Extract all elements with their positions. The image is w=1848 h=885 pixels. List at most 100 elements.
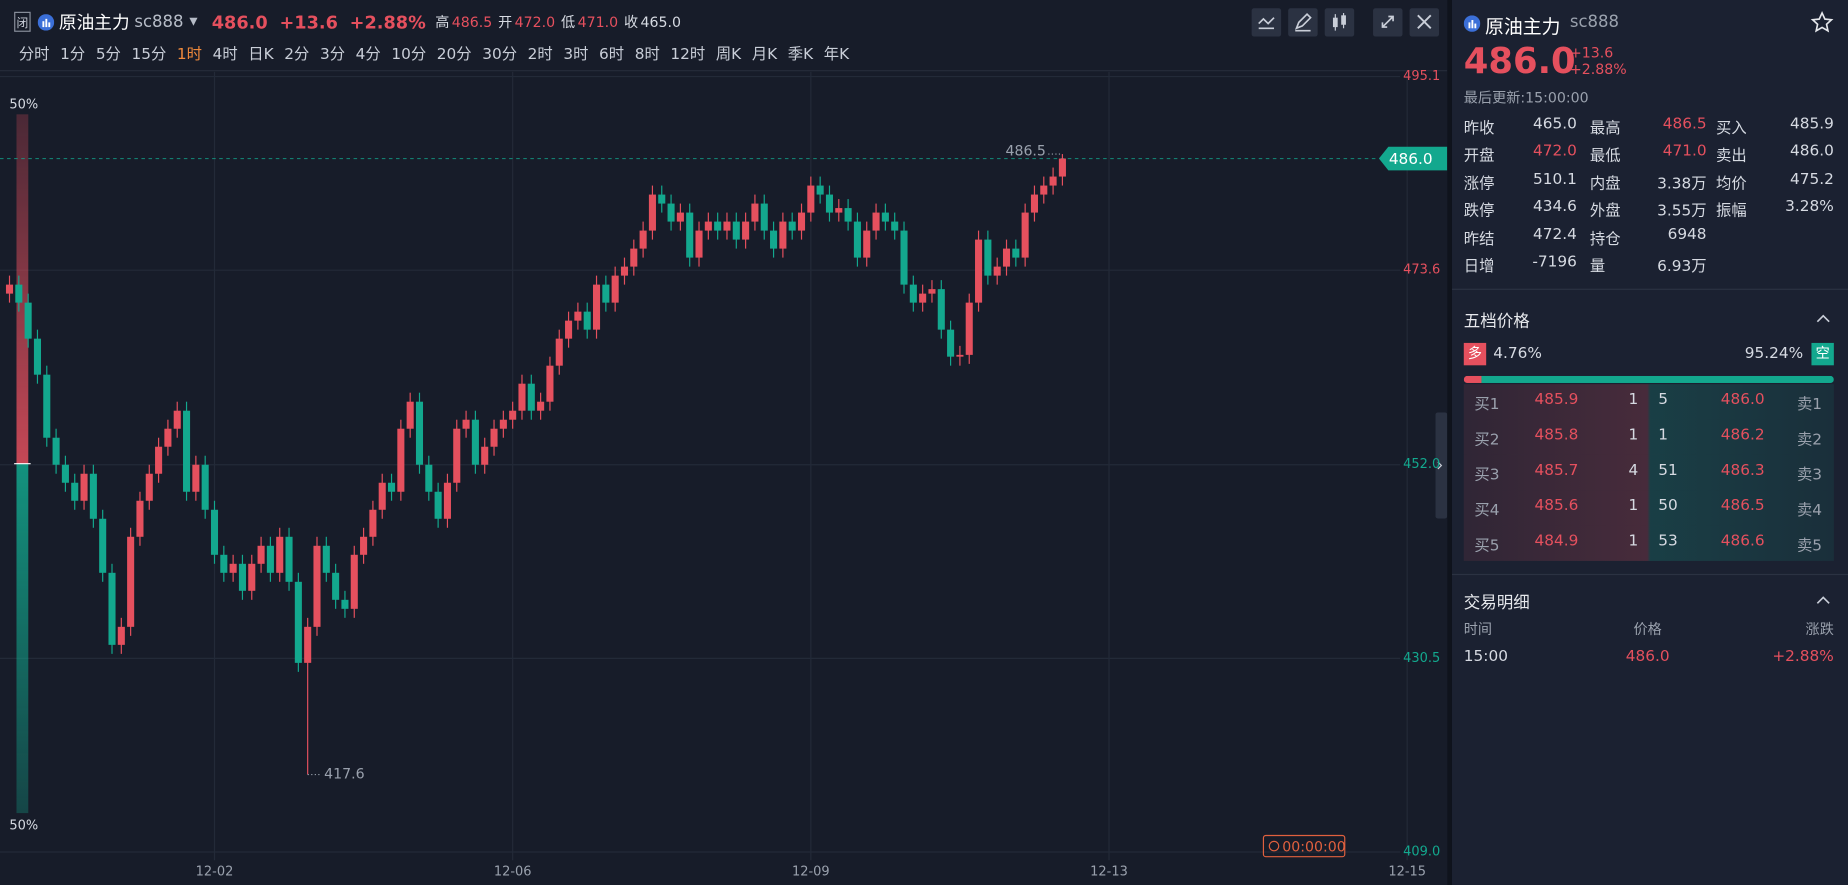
ask-price: 486.6 <box>1720 532 1765 551</box>
divider <box>1447 0 1452 885</box>
change: +13.6 <box>279 11 338 33</box>
quote-name: 原油主力 <box>1484 15 1561 38</box>
bid-volume: 1 <box>1628 497 1639 515</box>
candle-body <box>555 338 563 366</box>
period-tab[interactable]: 1分 <box>60 45 86 64</box>
period-tab[interactable]: 2时 <box>527 45 553 64</box>
candle-body <box>406 401 414 429</box>
stat-label: 最低 <box>1589 147 1621 166</box>
bid-level: 买4 <box>1474 501 1500 520</box>
period-tab[interactable]: 8时 <box>634 45 660 64</box>
period-tab[interactable]: 年K <box>823 45 850 64</box>
period-tab[interactable]: 2分 <box>284 45 310 64</box>
candle-body <box>443 482 451 519</box>
quote-code: sc888 <box>1569 12 1620 32</box>
candle-body <box>145 473 153 501</box>
collapse-icon[interactable] <box>1815 311 1832 325</box>
long-ratio: 4.76% <box>1493 345 1542 363</box>
period-tab[interactable]: 30分 <box>482 45 518 64</box>
chart: 409.0 430.5 452.0 473.6 495.1 12-02 12-06 12-09… <box>0 69 1448 880</box>
close-button[interactable] <box>1409 8 1440 37</box>
ask-volume: 5 <box>1658 391 1669 409</box>
bid-volume: 1 <box>1628 426 1639 445</box>
stat-label: 开盘 <box>1463 147 1495 166</box>
candle-body <box>192 464 200 492</box>
candle-body <box>620 266 629 276</box>
candle-body <box>71 482 79 501</box>
candle-body <box>387 482 396 492</box>
stat-value: 3.38万 <box>1657 175 1707 194</box>
period-tab[interactable]: 12时 <box>670 45 706 64</box>
candle-body <box>1012 248 1020 258</box>
period-tab[interactable]: 6时 <box>599 45 625 64</box>
period-tab[interactable]: 10分 <box>391 45 427 64</box>
dropdown-arrow[interactable]: ▼ <box>189 15 198 28</box>
period-tab[interactable]: 分时 <box>18 45 50 64</box>
favorite-star[interactable] <box>1810 10 1834 35</box>
period-tab[interactable]: 月K <box>751 45 778 64</box>
x-tick-label: 12-15 <box>1388 865 1426 880</box>
period-tab[interactable]: 20分 <box>436 45 472 64</box>
period-tab[interactable]: 日K <box>248 45 274 64</box>
countdown: 00:00:00 <box>1282 839 1345 855</box>
stat-value: 6948 <box>1667 225 1707 244</box>
draw-button[interactable] <box>1288 8 1318 37</box>
change-pct: +2.88% <box>349 11 426 33</box>
trades-header: 时间 <box>1463 621 1493 638</box>
period-tab[interactable]: 4时 <box>212 45 238 64</box>
candle-style-button[interactable] <box>1324 8 1355 37</box>
symbol-header: 闭 原油主力 sc888 ▼ 486.0 +13.6 +2.88% 高 486.5… <box>14 9 681 34</box>
period-tab[interactable]: 15分 <box>131 45 167 64</box>
ask-level: 卖5 <box>1796 537 1823 556</box>
close-label: 收 <box>623 14 639 31</box>
bid-level: 买3 <box>1474 466 1500 485</box>
stat-label: 买入 <box>1715 120 1747 138</box>
stat-value: 475.2 <box>1789 170 1834 189</box>
x-tick-label: 12-13 <box>1090 865 1128 880</box>
x-tick-label: 12-06 <box>494 865 532 880</box>
period-tab[interactable]: 5分 <box>95 45 121 64</box>
stat-label: 量 <box>1589 258 1606 276</box>
quote-price: 486.0 <box>1463 41 1576 83</box>
open-label: 开 <box>498 14 513 31</box>
candle-body <box>760 203 768 231</box>
candle-body <box>15 284 23 303</box>
candle-body <box>807 185 815 213</box>
fullscreen-button[interactable] <box>1373 8 1403 37</box>
candle-body <box>704 221 712 231</box>
trade-cell: 15:00 <box>1463 648 1508 666</box>
period-tab[interactable]: 4分 <box>355 45 381 64</box>
candle-body <box>676 212 684 222</box>
close-icon[interactable]: 闭 <box>14 11 31 32</box>
period-tab[interactable]: 3分 <box>319 45 346 64</box>
candle-body <box>965 302 973 355</box>
candle-body <box>1049 176 1057 186</box>
candle-body <box>853 221 861 258</box>
candle-body <box>238 563 246 591</box>
candle-body <box>127 536 135 627</box>
period-tab[interactable]: 周K <box>715 45 742 64</box>
candle-body <box>61 464 69 483</box>
candle-body <box>481 446 489 465</box>
long-badge: 多 <box>1463 342 1487 366</box>
stat-value: 510.1 <box>1533 170 1577 189</box>
indicator-button[interactable] <box>1251 8 1282 37</box>
ask-level: 卖3 <box>1796 466 1823 485</box>
period-tab[interactable]: 季K <box>787 45 814 64</box>
period-tab[interactable]: 1时 <box>176 45 203 64</box>
book-row-bg <box>1463 419 1834 455</box>
symbol-name: 原油主力 <box>58 11 130 33</box>
candle-body <box>304 626 312 663</box>
bid-level: 买1 <box>1474 395 1500 414</box>
period-tab[interactable]: 3时 <box>563 45 589 64</box>
candle-body <box>984 239 992 276</box>
candle-body <box>509 410 517 420</box>
candle-body <box>909 284 917 303</box>
ask-volume: 1 <box>1658 426 1669 445</box>
ask-price: 486.2 <box>1720 426 1765 445</box>
candle-body <box>863 230 871 258</box>
candle-body <box>322 545 330 573</box>
collapse-icon[interactable] <box>1815 593 1832 607</box>
quote-pct: +2.88% <box>1569 61 1627 78</box>
book-row-bg <box>1463 384 1834 420</box>
